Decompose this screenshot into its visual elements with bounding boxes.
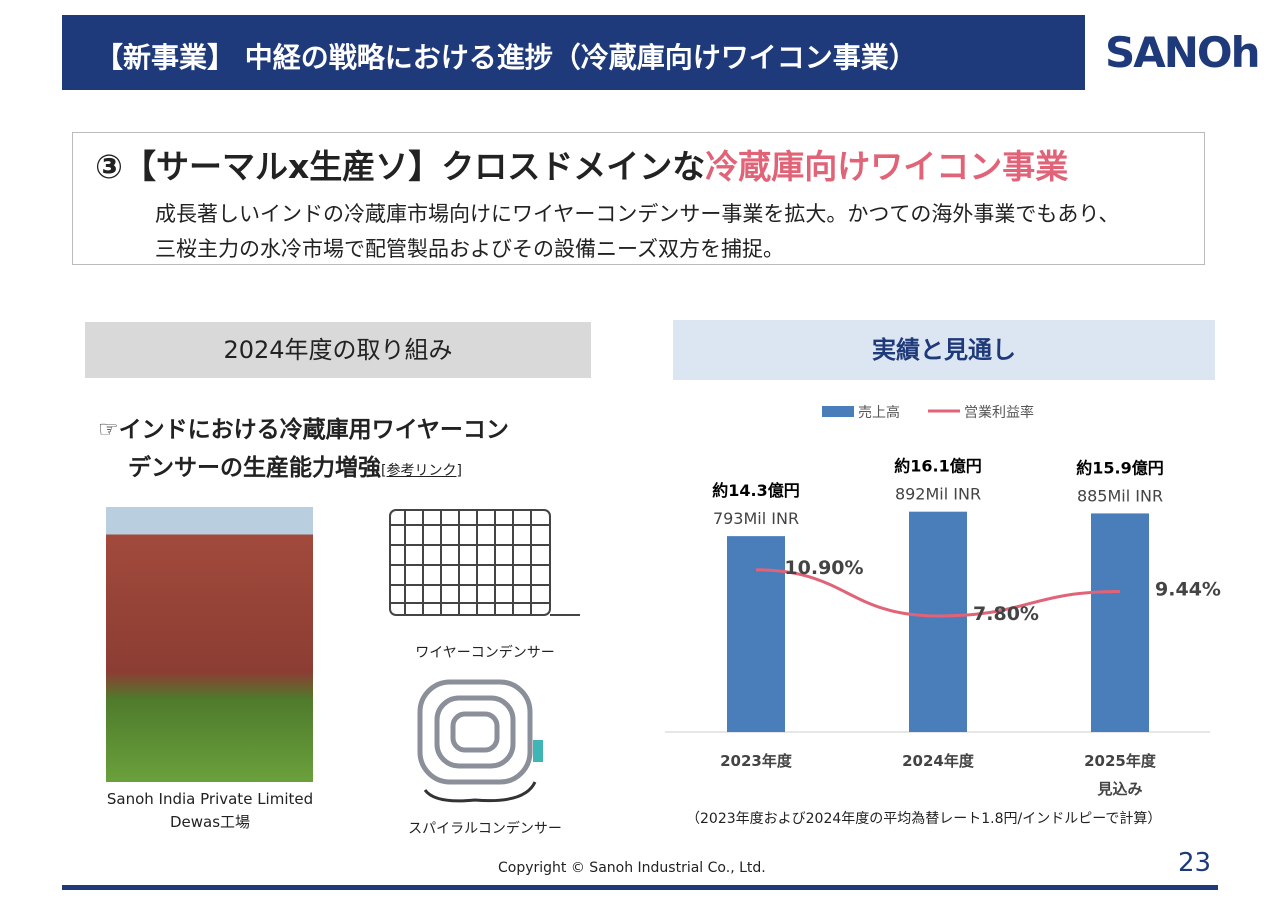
yen-label: 約14.3億円 [712, 481, 799, 500]
summary-box [72, 132, 1205, 265]
x-tick-label: 2024年度 [902, 752, 975, 770]
summary-line: 成長著しいインドの冷蔵庫市場向けにワイヤーコンデンサー事業を拡大。かつての海外事… [155, 202, 1120, 226]
bar-label: 885Mil INR [1077, 486, 1163, 505]
header-title: 【新事業】 中経の戦略における進捗（冷蔵庫向けワイコン事業） [95, 41, 917, 74]
factory-photo [106, 507, 313, 782]
copyright: Copyright © Sanoh Industrial Co., Ltd. [498, 860, 766, 876]
bar [1091, 513, 1149, 732]
heading-lead: ③【サーマルx生産ソ】クロスドメインな [95, 147, 706, 186]
left-heading: 2024年度の取り組み [85, 322, 591, 378]
reference-link[interactable]: [参考リンク] [381, 463, 462, 479]
spiral-condenser [417, 679, 543, 803]
image-caption: ワイヤーコンデンサー [415, 645, 555, 661]
x-tick-label: 2023年度 [720, 752, 793, 770]
x-tick-label: 2025年度 [1084, 752, 1157, 770]
logo: SANOh [1105, 28, 1261, 77]
photo-caption: Dewas工場 [169, 813, 251, 831]
yen-label: 約15.9億円 [1076, 458, 1163, 477]
yen-label: 約16.1億円 [894, 457, 981, 476]
bullet-text: デンサーの生産能力増強 [128, 455, 381, 481]
wire-condenser [389, 509, 580, 616]
summary-heading: ③【サーマルx生産ソ】クロスドメインな冷蔵庫向けワイコン事業 [95, 140, 1068, 188]
bar-label: 892Mil INR [895, 485, 981, 504]
heading-highlight: 冷蔵庫向けワイコン事業 [705, 147, 1069, 186]
bullet-line: ☞インドにおける冷蔵庫用ワイヤーコン [98, 417, 509, 443]
right-heading: 実績と見通し [673, 320, 1215, 380]
line [755, 568, 1121, 618]
image-caption: スパイラルコンデンサー [408, 821, 562, 837]
line-label: 9.44% [1155, 579, 1221, 601]
legend-label: 営業利益率 [964, 404, 1034, 421]
summary-line: 三桜主力の水冷市場で配管製品およびその設備ニーズ双方を捕捉。 [155, 237, 784, 261]
chart-note: （2023年度および2024年度の平均為替レート1.8円/インドルピーで計算） [686, 811, 1162, 827]
header-bar [62, 15, 1085, 90]
legend-swatch [822, 406, 854, 417]
bar [909, 511, 967, 732]
bar [727, 536, 785, 732]
line-label: 7.80% [973, 603, 1039, 625]
footer-rule [62, 885, 1218, 890]
bar-label: 793Mil INR [713, 509, 799, 528]
photo-caption: Sanoh India Private Limited [106, 790, 314, 808]
bullet-line: デンサーの生産能力増強[参考リンク] [128, 448, 462, 482]
category-note: 見込み [1096, 780, 1142, 798]
line-label: 10.90% [784, 557, 863, 579]
legend-label: 売上高 [858, 404, 900, 421]
page-number: 23 [1178, 848, 1212, 878]
